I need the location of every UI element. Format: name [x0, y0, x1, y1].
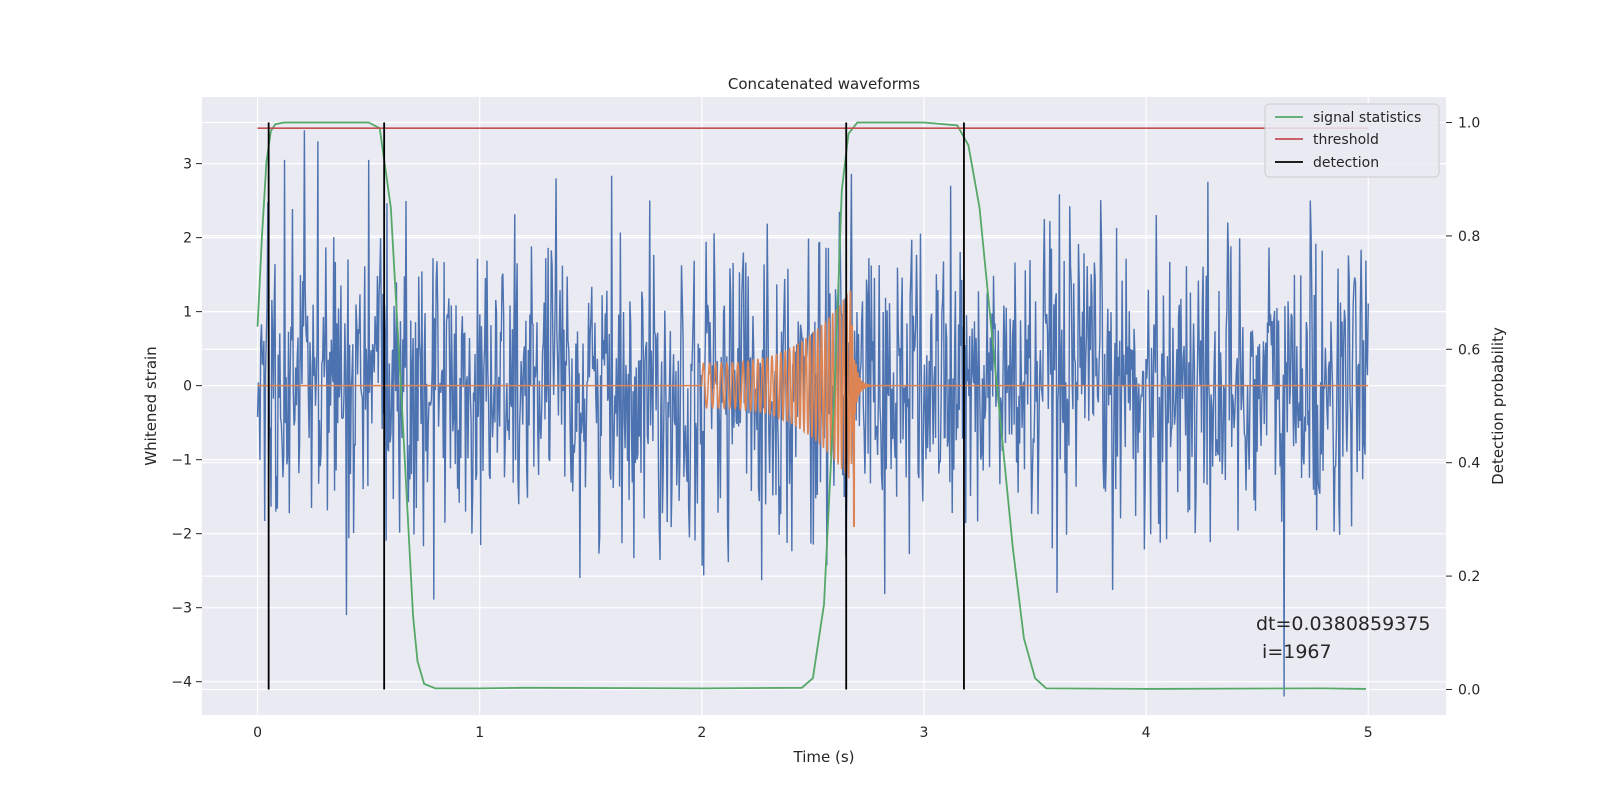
y-tick-label: −2 [171, 527, 192, 543]
legend: signal statistics threshold detection [1264, 103, 1440, 178]
x-axis-label: Time (s) [793, 748, 855, 766]
series-signal-statistics [256, 121, 1367, 690]
axes: 0 1 2 3 4 5 −4 −3 −2 −1 0 1 2 3 0.0 0.2 0.4 0.6 0.8 1.0 [171, 116, 1480, 741]
y2-tick-label: 0.6 [1458, 342, 1480, 358]
x-tick-label: 3 [920, 725, 929, 741]
y-tick-label: −1 [171, 453, 192, 469]
y2-tick-label: 0.0 [1458, 682, 1480, 698]
y-tick-label: −4 [171, 675, 192, 691]
y-tick-label: 2 [183, 231, 192, 247]
x-tick-label: 2 [697, 725, 706, 741]
legend-label-threshold: threshold [1313, 132, 1379, 148]
chart-title: Concatenated waveforms [728, 75, 920, 93]
x-tick-label: 0 [253, 725, 262, 741]
y2-tick-label: 0.8 [1458, 229, 1480, 245]
y-tick-label: −3 [171, 601, 192, 617]
y2-tick-label: 0.2 [1458, 569, 1480, 585]
series-whitened-strain [256, 130, 1369, 697]
y-axis-label: Whitened strain [142, 346, 160, 465]
y2-tick-label: 1.0 [1458, 116, 1480, 132]
legend-box [1264, 103, 1440, 178]
y-tick-label: 3 [183, 157, 192, 173]
series-layer [256, 121, 1369, 697]
annotation-dt: dt=0.0380859375 [1256, 613, 1430, 635]
annotation-index: i=1967 [1256, 641, 1332, 663]
legend-label-detection: detection [1313, 155, 1379, 171]
y-tick-label: 1 [183, 305, 192, 321]
x-tick-label: 1 [475, 725, 484, 741]
x-tick-label: 5 [1364, 725, 1373, 741]
y2-axis-label: Detection probability [1489, 327, 1507, 485]
series-injected-waveform [257, 290, 1369, 528]
x-tick-label: 4 [1142, 725, 1151, 741]
legend-label-signal-statistics: signal statistics [1313, 110, 1421, 126]
y2-tick-label: 0.4 [1458, 456, 1480, 472]
y-tick-label: 0 [183, 379, 192, 395]
